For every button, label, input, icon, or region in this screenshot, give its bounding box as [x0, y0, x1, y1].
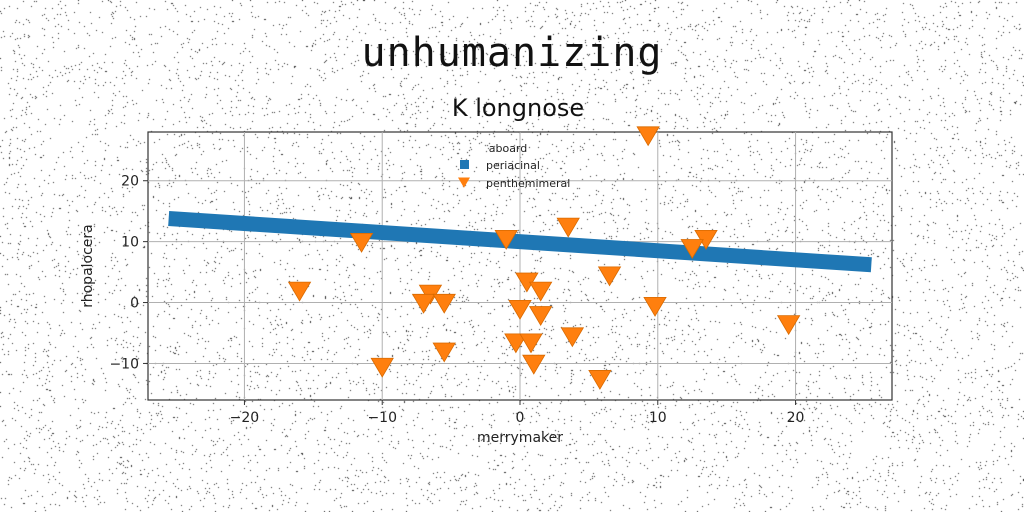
x-tick-label: 0	[516, 410, 525, 426]
ticks: −20 −10 0 10 20 −10 0 10 20	[109, 174, 804, 426]
series-penthemimeral-point	[411, 293, 436, 314]
series-penthemimeral-point	[528, 281, 553, 302]
series-penthemimeral-point	[636, 126, 660, 147]
x-tick-label: 10	[649, 410, 667, 426]
y-axis-label: rhopalocera	[80, 224, 96, 308]
series-penthemimeral-point	[528, 306, 553, 326]
series-penthemimeral-point	[504, 333, 528, 354]
series-layer	[168, 126, 872, 390]
series-penthemimeral-point	[432, 293, 456, 314]
series-penthemimeral-point	[370, 357, 394, 378]
figure-suptitle: unhumanizing	[361, 30, 663, 76]
series-penthemimeral-point	[776, 315, 801, 336]
series-penthemimeral-point	[519, 333, 543, 354]
legend: aboard periacinal penthemimeral	[458, 142, 570, 190]
series-penthemimeral-point	[494, 229, 518, 250]
series-penthemimeral-point	[349, 232, 374, 253]
series-penthemimeral-point	[556, 217, 580, 238]
series-penthemimeral-point	[680, 239, 704, 259]
x-tick-label: −10	[367, 410, 397, 426]
x-tick-label: −20	[230, 410, 260, 426]
y-tick-label: −10	[109, 356, 139, 372]
y-tick-label: 0	[130, 296, 139, 312]
legend-title: aboard	[489, 142, 528, 155]
y-tick-label: 10	[121, 235, 139, 251]
x-axis-label: merrymaker	[477, 430, 563, 446]
series-penthemimeral-point	[287, 281, 312, 302]
series-penthemimeral-point	[432, 342, 456, 363]
grid	[148, 132, 892, 400]
series-penthemimeral-point	[560, 327, 585, 348]
series-periacinal-band	[168, 211, 872, 273]
series-penthemimeral-point	[588, 370, 612, 390]
chart-title: K longnose	[451, 94, 585, 122]
series-penthemimeral-point	[508, 299, 532, 320]
legend-marker-square	[460, 160, 469, 169]
series-penthemimeral-point	[597, 266, 622, 287]
series-penthemimeral-point	[643, 296, 667, 317]
series-penthemimeral-point	[522, 354, 546, 375]
legend-entry-label: penthemimeral	[486, 177, 570, 190]
y-tick-label: 20	[121, 174, 139, 190]
legend-entry-label: periacinal	[486, 159, 540, 172]
legend-marker-triangle	[458, 177, 470, 188]
x-tick-label: 20	[787, 410, 805, 426]
